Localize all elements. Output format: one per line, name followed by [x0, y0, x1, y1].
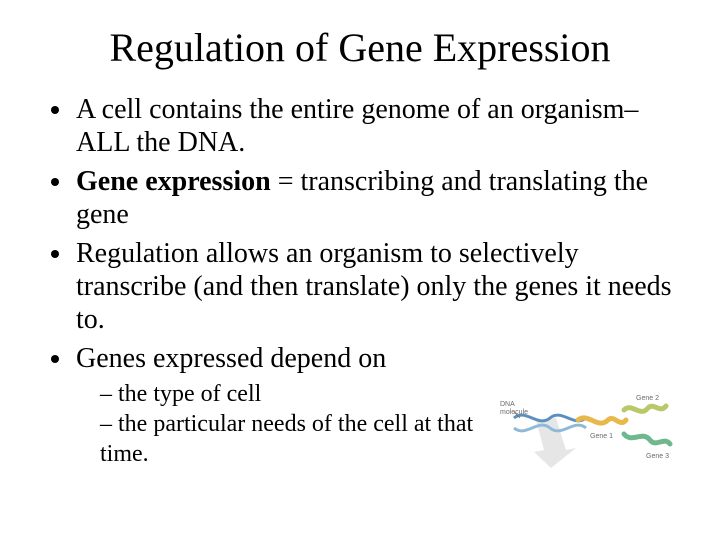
sub-bullet-item: the type of cell [100, 379, 486, 409]
sub-bullet-list: the type of cell the particular needs of… [76, 379, 486, 469]
dna-figure-svg: DNA molecule Gene 1 Gene 2 Gene 3 [496, 390, 676, 470]
dna-label: DNA [500, 401, 515, 408]
sub-bullet-text: the particular needs of the cell at that… [100, 411, 473, 467]
slide: Regulation of Gene Expression A cell con… [0, 0, 720, 540]
gene2-ribbon [624, 406, 666, 411]
bullet-text: A cell contains the entire genome of an … [76, 94, 638, 158]
bullet-item: Regulation allows an organism to selecti… [74, 237, 676, 336]
gene3-ribbon [624, 434, 670, 444]
gene1-ribbon [578, 418, 626, 423]
gene3-label: Gene 3 [646, 453, 669, 460]
bullet-item: Gene expression = transcribing and trans… [74, 165, 676, 231]
gene1-label: Gene 1 [590, 433, 613, 440]
bullet-text: Regulation allows an organism to selecti… [76, 238, 672, 335]
bullet-item: A cell contains the entire genome of an … [74, 93, 676, 159]
dna-figure: DNA molecule Gene 1 Gene 2 Gene 3 [496, 390, 676, 470]
bullet-bold-term: Gene expression [76, 166, 271, 197]
sub-bullet-text: the type of cell [118, 381, 261, 407]
gene2-label: Gene 2 [636, 395, 659, 402]
slide-title: Regulation of Gene Expression [44, 24, 676, 71]
sub-bullet-item: the particular needs of the cell at that… [100, 409, 486, 469]
bullet-text: Genes expressed depend on [76, 343, 386, 374]
